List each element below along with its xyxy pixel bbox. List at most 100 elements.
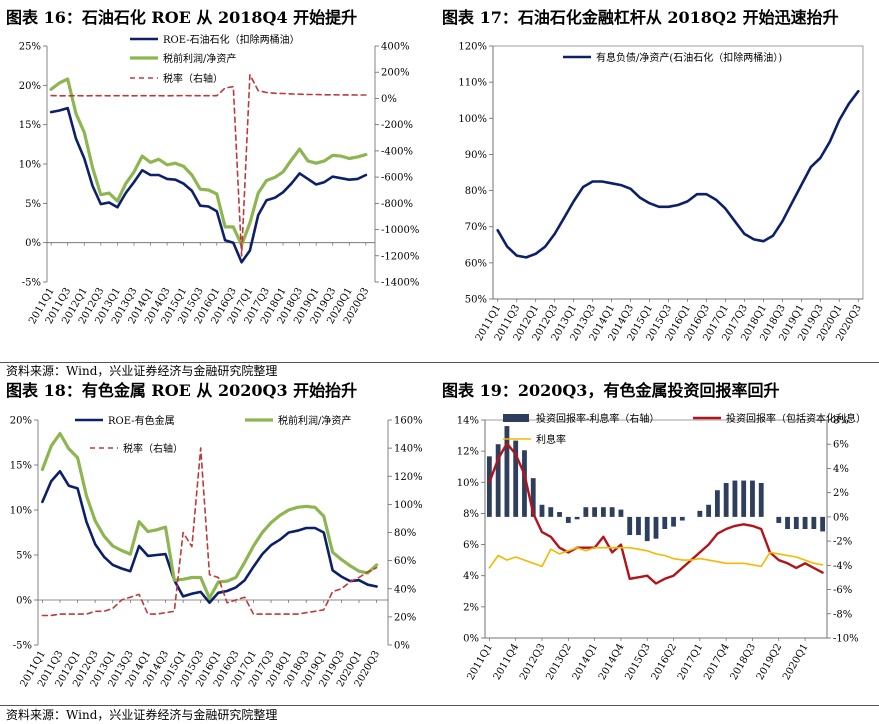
c19-legend-label: 投资回报率（包括资本化利息） [726, 412, 866, 425]
c19-x-tick-label: 2017Q1 [676, 642, 706, 682]
c17-series-0-line [496, 89, 860, 259]
c19-bar [618, 509, 624, 517]
c19-right-tick-label: 2% [833, 488, 849, 499]
c19-bar [557, 512, 562, 517]
c16-left-tick-label: 5% [25, 199, 41, 210]
c19-left-tick-label: 6% [463, 540, 479, 551]
c19-x-tick-label: 2020Q1 [781, 642, 811, 682]
source-note-top: 资料来源：Wind，兴业证券经济与金融研究院整理 [6, 364, 278, 378]
c18-left-tick-label: 5% [16, 551, 32, 562]
c18-left-tick-label: 10% [10, 506, 32, 517]
c19-bar [548, 507, 554, 517]
c19-x-tick-label: 2014Q1 [571, 642, 601, 682]
c19-bar [793, 516, 799, 529]
c18-right-tick-label: 40% [394, 584, 416, 595]
c16-right-tick-label: 400% [381, 42, 410, 53]
chart17-title: 图表 17：石油石化金融杠杆从 2018Q2 开始迅速抬升 [442, 8, 839, 27]
c19-bar [671, 516, 676, 527]
c19-bar [583, 507, 589, 517]
c16-right-tick-label: -200% [381, 120, 413, 131]
c16-right-tick-label: -1200% [381, 251, 419, 262]
c18-right-tick-label: 60% [394, 556, 416, 567]
c19-series-1-line [488, 442, 824, 585]
c19-x-tick-label: 2011Q4 [492, 642, 522, 682]
c19-bar [495, 444, 501, 517]
c19-bar [697, 510, 703, 517]
c19-right-tick-label: 6% [833, 440, 849, 451]
c17-left-tick-label: 120% [458, 42, 487, 53]
c19-x-tick-label: 2015Q3 [623, 642, 653, 682]
chart19-title: 图表 19：2020Q3，有色金属投资回报率回升 [442, 381, 780, 400]
c19-bar [644, 516, 650, 542]
c19-right-tick-label: 0% [833, 512, 849, 523]
c17-left-tick-label: 80% [465, 186, 487, 197]
c18-right-tick-label: 120% [394, 472, 423, 483]
c19-bar [627, 516, 633, 536]
c19-bar [706, 504, 712, 517]
c18-series-2-line [41, 447, 378, 617]
c18-right-tick-label: 80% [394, 528, 416, 539]
c19-x-tick-label: 2012Q3 [518, 642, 548, 682]
c19-left-tick-label: 12% [457, 447, 479, 458]
c19-bar [750, 480, 755, 517]
c16-series-2-line [50, 74, 367, 257]
c16-left-tick-label: 20% [19, 81, 41, 92]
c19-x-tick-label: 2019Q2 [755, 642, 785, 682]
c18-left-tick-label: 0% [16, 596, 32, 607]
c19-right-tick-label: 4% [833, 464, 849, 475]
c19-bar [513, 440, 519, 517]
c19-bar [539, 504, 545, 517]
c19-left-tick-label: 2% [463, 602, 479, 613]
c19-left-tick-label: 8% [463, 509, 479, 520]
c19-bar [504, 426, 510, 517]
c17-left-tick-label: 50% [465, 295, 487, 306]
c16-left-tick-label: 25% [19, 42, 41, 53]
c19-x-tick-label: 2013Q2 [544, 642, 574, 682]
chart16-title: 图表 16：石油石化 ROE 从 2018Q4 开始提升 [6, 8, 358, 27]
c19-bar [714, 490, 720, 517]
c18-right-tick-label: 140% [394, 444, 423, 455]
c19-bar [811, 516, 817, 529]
c17-left-tick-label: 110% [458, 78, 487, 89]
c18-legend-label: 税率（右轴） [123, 442, 183, 455]
c19-bar [522, 450, 527, 517]
c19-left-tick-label: 10% [457, 478, 479, 489]
c19-bar [732, 480, 738, 517]
c16-legend-label: 税率（右轴） [163, 72, 223, 85]
c19-right-tick-label: -6% [833, 585, 852, 596]
c19-bar [486, 456, 492, 517]
c19-right-tick-label: 8% [833, 416, 849, 427]
c19-legend-label: 利息率 [536, 433, 566, 446]
c19-bar [802, 516, 808, 529]
c18-legend-label: ROE-有色金属 [108, 414, 175, 427]
c19-x-tick-label: 2017Q4 [702, 642, 732, 682]
c19-x-tick-label: 2016Q2 [650, 642, 680, 682]
divider-bottom [0, 705, 879, 706]
c17-left-tick-label: 70% [465, 222, 487, 233]
c16-right-tick-label: -800% [381, 199, 413, 210]
c17-left-tick-label: 90% [465, 150, 487, 161]
c18-left-tick-label: 20% [10, 416, 32, 427]
c19-right-tick-label: -4% [833, 561, 852, 572]
c18-right-tick-label: 0% [394, 641, 410, 652]
chart18-title: 图表 18：有色金属 ROE 从 2020Q3 开始抬升 [6, 381, 358, 400]
c16-right-tick-label: 0% [381, 94, 397, 105]
c16-legend-label: ROE-石油石化（扣除两桶油） [163, 33, 300, 46]
c16-legend-label: 税前利润/净资产 [163, 52, 236, 65]
c19-x-tick-label: 2018Q3 [729, 642, 759, 682]
source-note-bottom: 资料来源：Wind，兴业证券经济与金融研究院整理 [6, 708, 278, 722]
c16-left-tick-label: 15% [19, 120, 41, 131]
c16-right-tick-label: -1000% [381, 225, 419, 236]
c18-right-tick-label: 160% [394, 416, 423, 427]
c19-left-tick-label: 4% [463, 571, 479, 582]
c16-right-tick-label: -400% [381, 146, 413, 157]
c19-right-tick-label: -8% [833, 609, 852, 620]
c17-left-tick-label: 60% [465, 258, 487, 269]
c19-bar [741, 480, 747, 517]
c19-bar [820, 516, 826, 532]
c17-legend-label: 有息负债/净资产(石油石化（扣除两桶油）) [596, 51, 782, 64]
chart16: -5% 0% 5% 10% 15% 20% 25% -1400% -1200% -1000% -80… [19, 33, 420, 326]
c16-series-0-line [49, 106, 368, 264]
c18-series-1-line [40, 431, 379, 600]
divider-top [0, 362, 879, 363]
